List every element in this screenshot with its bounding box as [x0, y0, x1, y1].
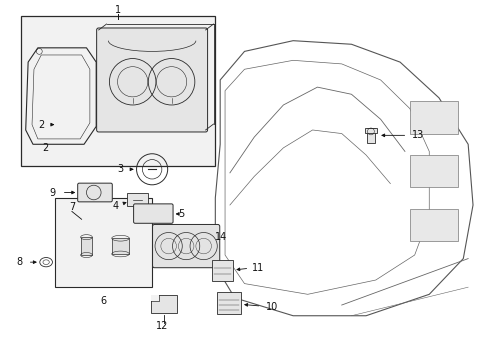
Bar [21, 16, 215, 166]
FancyBboxPatch shape [152, 224, 219, 268]
FancyBboxPatch shape [78, 183, 112, 202]
Text: 5: 5 [178, 209, 184, 219]
Text: 10: 10 [266, 302, 278, 312]
Text: 13: 13 [411, 130, 424, 140]
Bar [150, 295, 159, 301]
Bar [211, 260, 233, 281]
Text: 7: 7 [69, 202, 75, 212]
FancyBboxPatch shape [133, 204, 173, 223]
Bar [126, 193, 148, 206]
Bar [81, 237, 92, 255]
Bar [409, 102, 458, 134]
Text: 3: 3 [117, 164, 123, 174]
Bar [409, 208, 458, 241]
Text: 6: 6 [100, 296, 106, 306]
Bar [112, 238, 129, 254]
Text: 2: 2 [39, 120, 45, 130]
Bar [55, 198, 152, 287]
Text: 9: 9 [49, 188, 56, 198]
Bar [216, 292, 241, 314]
Bar [366, 128, 374, 143]
Text: 8: 8 [17, 257, 23, 267]
Text: 4: 4 [112, 201, 119, 211]
Text: 11: 11 [251, 262, 264, 273]
Bar [150, 295, 177, 313]
Text: 1: 1 [115, 5, 121, 15]
Text: 2: 2 [42, 143, 48, 153]
Text: 12: 12 [155, 321, 168, 332]
Bar [409, 155, 458, 187]
Bar [364, 128, 376, 133]
Text: 14: 14 [215, 232, 227, 242]
FancyBboxPatch shape [97, 28, 207, 132]
